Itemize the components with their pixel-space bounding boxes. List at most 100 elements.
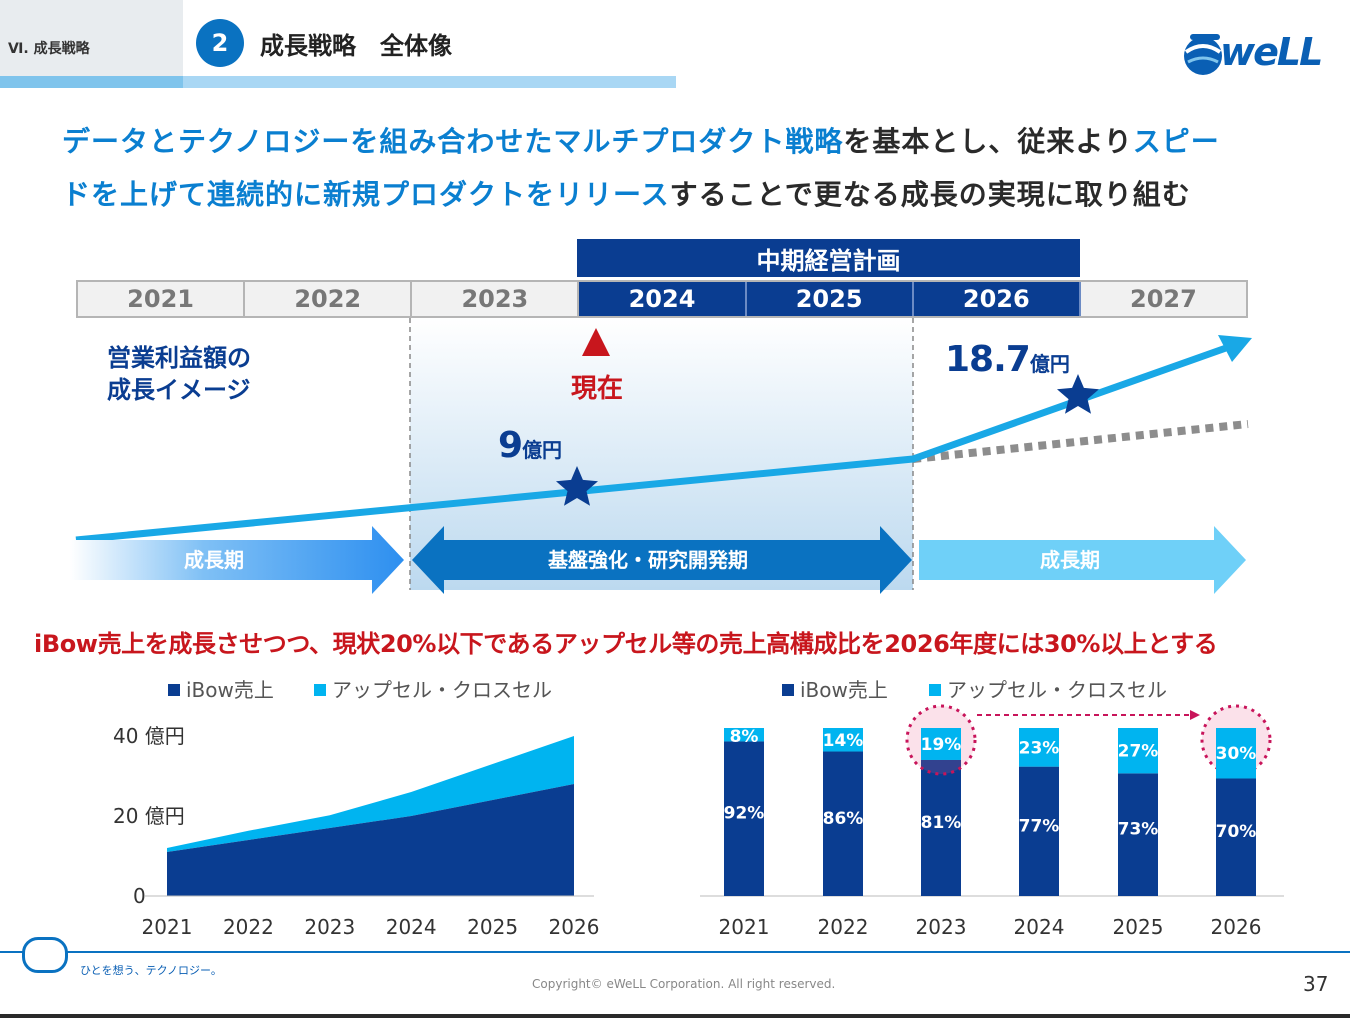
year-cell: 2023 xyxy=(412,282,580,316)
bar-ibow xyxy=(1216,778,1256,896)
bar-ibow xyxy=(724,741,764,896)
value-number: 18.7 xyxy=(945,339,1031,380)
bottom-border xyxy=(0,1014,1350,1018)
comparison-arrow-head-icon xyxy=(1190,710,1200,720)
year-cell-plan: 2024 xyxy=(579,282,747,316)
legend-swatch xyxy=(782,684,794,696)
x-tick-label: 2022 xyxy=(223,915,274,939)
bar-upsell xyxy=(1118,728,1158,774)
lead-highlight: データとテクノロジーを組み合わせたマルチプロダクト戦略 xyxy=(62,125,844,158)
bar-value-label: 8% xyxy=(730,727,759,747)
bar-value-label: 86% xyxy=(823,809,864,829)
value-unit: 億円 xyxy=(1029,352,1070,376)
legend-swatch xyxy=(314,684,326,696)
bar-upsell-highlighted xyxy=(1216,728,1256,779)
footer-slogan: ひとを想う、テクノロジー。 xyxy=(80,964,222,977)
section-number-badge: 2 xyxy=(196,19,244,67)
bar-value-label: 23% xyxy=(1019,738,1060,758)
lead-text: することで更なる成長の実現に取り組む xyxy=(669,178,1191,211)
lead-highlight: スピー xyxy=(1132,125,1220,158)
company-logo: weLL xyxy=(1180,28,1323,80)
bar-ibow xyxy=(823,751,863,896)
lead-line-2: ドを上げて連続的に新規プロダクトをリリースすることで更なる成長の実現に取り組む xyxy=(62,173,1191,213)
phase-label: 成長期 xyxy=(1040,548,1100,572)
growth-image-label-line: 成長イメージ xyxy=(107,376,251,404)
value-number: 9 xyxy=(498,425,523,466)
x-tick-label: 2026 xyxy=(549,915,600,939)
bar-upsell-highlighted xyxy=(921,728,961,760)
composition-bar-chart: iBow売上 アップセル・クロスセル 92% 8% 2021 86% 14% 2022 81% 1… xyxy=(700,678,1284,939)
baseline-trend-line xyxy=(912,420,1249,463)
footer-line xyxy=(0,951,1350,953)
x-tick-label: 2025 xyxy=(467,915,518,939)
year-row: 2021 2022 2023 2024 2025 2026 2027 xyxy=(76,280,1248,318)
legend-label: iBow売上 xyxy=(186,678,274,702)
legend-swatch xyxy=(929,684,941,696)
value-unit: 億円 xyxy=(522,438,563,462)
bar-upsell xyxy=(1019,728,1059,767)
x-tick-label: 2021 xyxy=(142,915,193,939)
growth-image-label: 営業利益額の 成長イメージ xyxy=(107,342,251,406)
bar-upsell xyxy=(724,728,764,742)
growth-arrow-head xyxy=(1218,335,1252,362)
legend-label: アップセル・クロスセル xyxy=(332,678,552,702)
bar-ibow xyxy=(1019,766,1059,896)
bar-value-label: 77% xyxy=(1019,816,1060,836)
lead-line-1: データとテクノロジーを組み合わせたマルチプロダクト戦略を基本とし、従来よりスピー xyxy=(62,120,1220,160)
area-series-upsell xyxy=(167,736,574,852)
bar-value-label-highlighted: 30% xyxy=(1216,744,1257,764)
bar-value-label: 27% xyxy=(1118,742,1159,762)
star-icon xyxy=(1057,374,1099,414)
star-icon xyxy=(556,466,598,506)
bar-value-label: 73% xyxy=(1118,820,1159,840)
copyright: Copyright© eWeLL Corporation. All right … xyxy=(532,977,836,991)
x-tick-label: 2022 xyxy=(818,915,869,939)
legend-label: アップセル・クロスセル xyxy=(947,678,1167,702)
x-tick-label: 2026 xyxy=(1211,915,1262,939)
phase-arrow-foundation xyxy=(412,526,912,594)
now-marker-icon xyxy=(582,328,610,356)
header-underline xyxy=(0,76,183,88)
mid-term-plan-banner: 中期経営計画 xyxy=(577,239,1080,277)
bar-ibow xyxy=(1118,773,1158,896)
phase-arrow-growth-1 xyxy=(70,526,404,594)
bar-value-label: 70% xyxy=(1216,822,1257,842)
legend-swatch xyxy=(168,684,180,696)
x-tick-label: 2024 xyxy=(1014,915,1065,939)
bar-value-label: 92% xyxy=(724,804,765,824)
section-label: Ⅵ. 成長戦略 xyxy=(8,41,90,57)
profit-value-2026: 18.7億円 xyxy=(945,339,1070,380)
page-number: 37 xyxy=(1303,972,1329,996)
y-tick-label: 40 億円 xyxy=(113,724,185,748)
bar-ibow xyxy=(921,759,961,896)
phase-label: 成長期 xyxy=(184,548,244,572)
now-label: 現在 xyxy=(571,374,624,404)
y-tick-label: 0 xyxy=(133,884,146,908)
phase-arrow-growth-2 xyxy=(919,526,1246,594)
section-tag: Ⅵ. 成長戦略 xyxy=(0,0,183,88)
sales-area-chart: iBow売上 アップセル・クロスセル 0 20 億円 40 億円 2021 2022 2023… xyxy=(113,678,600,939)
y-tick-label: 20 億円 xyxy=(113,804,185,828)
year-cell-plan: 2026 xyxy=(913,282,1081,316)
area-series-ibow xyxy=(167,784,574,896)
logo-text: weLL xyxy=(1220,30,1323,74)
lead-text: を基本とし、従来より xyxy=(843,125,1133,158)
phase-label: 基盤強化・研究開発期 xyxy=(548,548,748,572)
profit-value-2024: 9億円 xyxy=(498,425,562,466)
bar-value-label: 14% xyxy=(823,731,864,751)
bar-upsell xyxy=(823,728,863,752)
year-cell: 2027 xyxy=(1080,282,1246,316)
page-title: 成長戦略 全体像 xyxy=(260,32,452,60)
profit-growth-line xyxy=(75,344,1228,544)
bar-value-label: 81% xyxy=(921,813,962,833)
growth-image-diagram xyxy=(70,318,1252,594)
footer-logo-mark-icon xyxy=(22,937,68,973)
x-tick-label: 2021 xyxy=(719,915,770,939)
legend-label: iBow売上 xyxy=(800,678,888,702)
year-cell-plan: 2025 xyxy=(746,282,914,316)
year-cell: 2022 xyxy=(245,282,413,316)
bar-value-label-highlighted: 19% xyxy=(921,735,962,755)
header-underline-accent xyxy=(183,76,676,88)
sub-headline: iBow売上を成長させつつ、現状20%以下であるアップセル等の売上高構成比を20… xyxy=(34,630,1218,658)
lead-highlight: ドを上げて連続的に新規プロダクトをリリース xyxy=(62,178,670,211)
